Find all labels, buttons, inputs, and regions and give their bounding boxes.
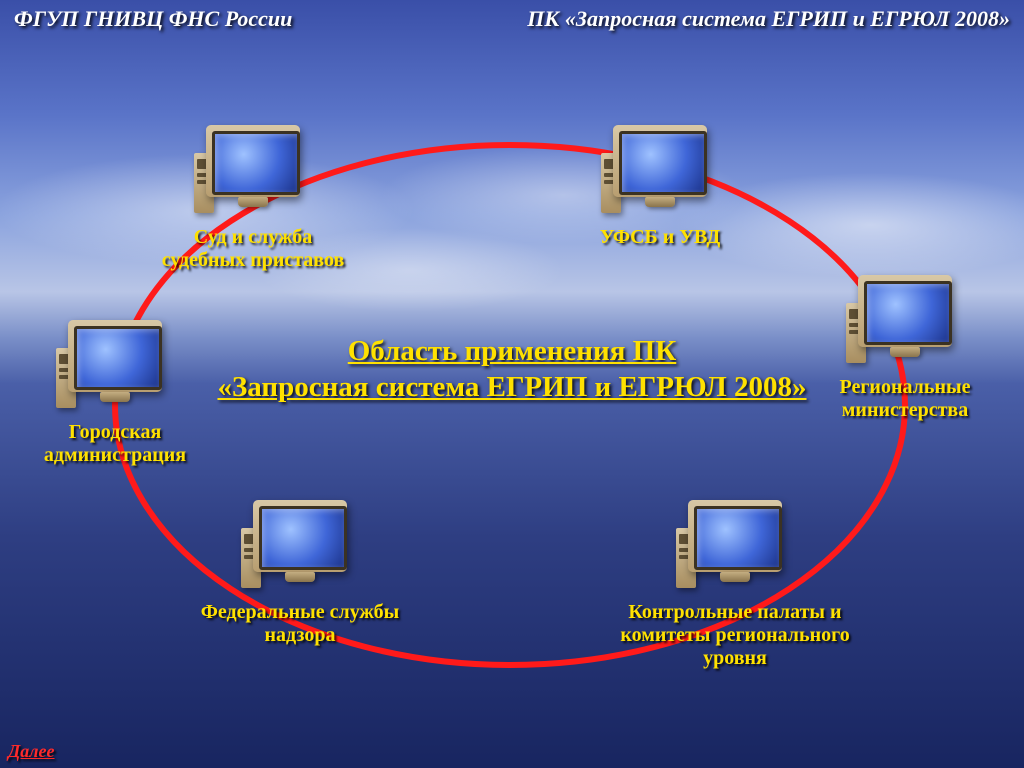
node-label: УФСБ и УВД xyxy=(600,226,721,249)
node-ufsb: УФСБ и УВД xyxy=(590,125,730,249)
center-title: Область применения ПК «Запросная система… xyxy=(192,333,832,406)
node-label: Суд и службасудебных приставов xyxy=(138,226,368,272)
computer-icon xyxy=(198,125,308,220)
computer-icon xyxy=(850,275,960,370)
center-title-line2: «Запросная система ЕГРИП и ЕГРЮЛ 2008» xyxy=(192,369,832,405)
next-link[interactable]: Далее xyxy=(8,741,55,762)
node-label: Федеральные службынадзора xyxy=(185,601,415,647)
computer-icon xyxy=(680,500,790,595)
node-court: Суд и службасудебных приставов xyxy=(183,125,323,272)
center-title-line1: Область применения ПК xyxy=(192,333,832,369)
computer-icon xyxy=(245,500,355,595)
node-federal: Федеральные службынадзора xyxy=(230,500,370,647)
computer-icon xyxy=(605,125,715,220)
node-city: Городскаяадминистрация xyxy=(45,320,185,467)
node-label: Городскаяадминистрация xyxy=(44,421,186,467)
node-regional: Региональныеминистерства xyxy=(835,275,975,422)
slide-background: ФГУП ГНИВЦ ФНС России ПК «Запросная сист… xyxy=(0,0,1024,768)
computer-icon xyxy=(60,320,170,415)
node-control: Контрольные палаты икомитеты регионально… xyxy=(665,500,805,670)
node-label: Контрольные палаты икомитеты регионально… xyxy=(605,601,865,670)
node-label: Региональныеминистерства xyxy=(820,376,990,422)
